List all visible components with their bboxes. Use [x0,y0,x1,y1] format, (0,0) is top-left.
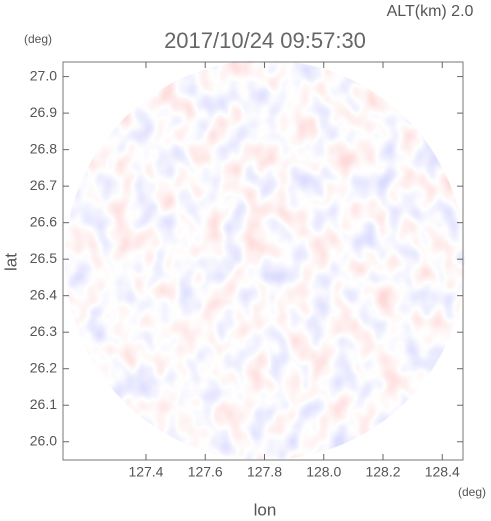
y-tick-label: 26.0 [30,432,57,448]
x-unit: (deg) [458,485,486,499]
chart-title: 2017/10/24 09:57:30 [164,28,366,53]
x-tick-label: 127.4 [128,464,163,480]
y-unit: (deg) [24,32,52,46]
altitude-label: ALT(km) 2.0 [387,3,474,20]
radar-field [65,60,465,460]
y-tick-label: 26.7 [30,177,57,193]
y-axis-label: lat [1,253,20,271]
y-tick-label: 26.8 [30,140,57,156]
y-tick-label: 26.3 [30,323,57,339]
x-tick-label: 128.2 [365,464,400,480]
x-tick-label: 127.8 [247,464,282,480]
y-tick-label: 26.9 [30,104,57,120]
x-tick-label: 128.0 [306,464,341,480]
plot-frame [62,61,464,461]
x-tick-label: 128.4 [425,464,460,480]
x-axis-label: lon [254,500,277,519]
y-tick-label: 27.0 [30,67,57,83]
y-tick-label: 26.4 [30,286,57,302]
x-tick-label: 127.6 [188,464,223,480]
y-tick-label: 26.1 [30,396,57,412]
y-tick-label: 26.5 [30,250,57,266]
y-tick-label: 26.2 [30,359,57,375]
y-tick-label: 26.6 [30,213,57,229]
